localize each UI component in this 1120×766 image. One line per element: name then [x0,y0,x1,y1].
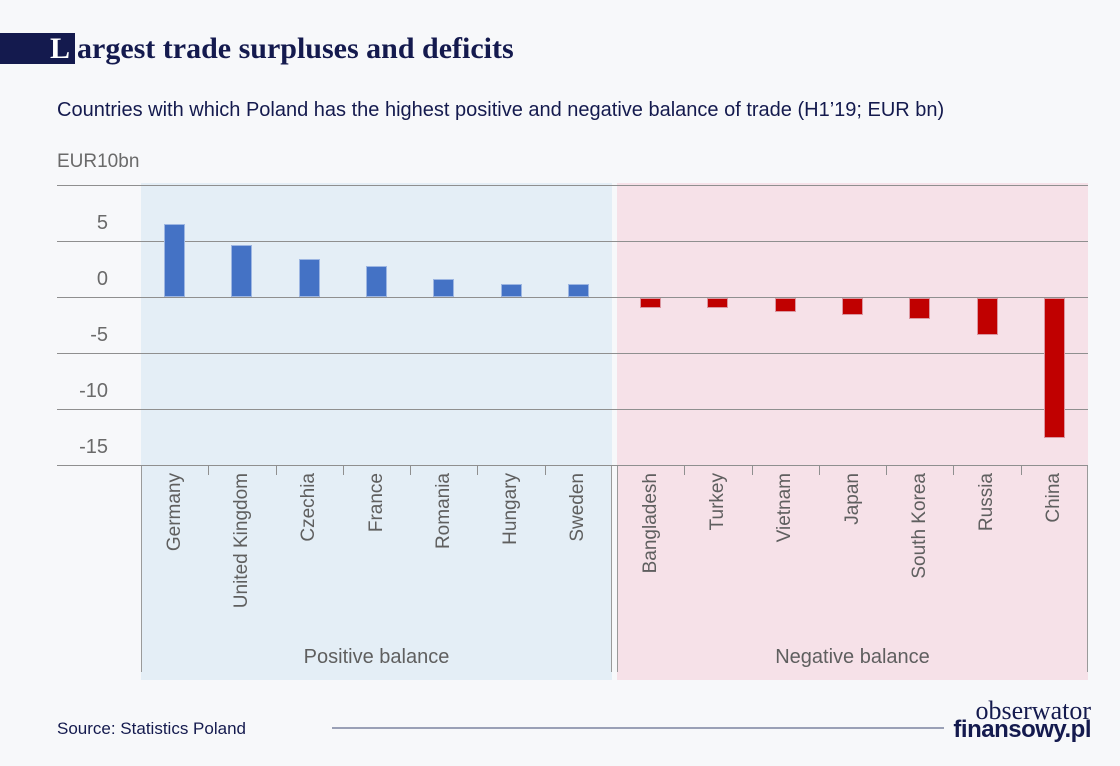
bar-china [1043,298,1065,438]
y-tick-label--10: -10 [79,380,108,402]
x-axis-tick [1020,466,1022,475]
x-label-bangladesh: Bangladesh [639,473,661,574]
x-axis-tick [410,466,412,475]
footer-divider [332,727,944,729]
x-label-hungary: Hungary [500,473,522,545]
x-label-sweden: Sweden [567,473,589,542]
y-tick-label-0: 0 [96,268,108,290]
x-axis-tick [477,466,479,475]
x-label-russia: Russia [976,473,998,532]
x-axis-tick [684,466,686,475]
title-text: argest trade surpluses and deficits [77,32,514,65]
x-label-germany: Germany [163,473,185,552]
x-label-vietnam: Vietnam [774,473,796,543]
bar-japan [842,298,863,316]
title-accent-block: L [0,31,75,65]
x-label-japan: Japan [841,473,863,525]
bar-south-korea [909,298,931,320]
label-area-edge [617,466,618,672]
bar-united-kingdom [231,245,253,297]
bar-germany [164,224,186,297]
logo-line-1: obserwator [975,696,1091,725]
bar-czechia [298,258,320,297]
bar-romania [433,279,455,297]
gridline--5 [57,353,1088,354]
y-tick-label--5: -5 [90,324,108,346]
x-axis-tick [751,466,753,475]
y-axis-unit-label: EUR10bn [57,151,140,172]
gridline--10 [57,409,1088,410]
bar-turkey [707,298,729,309]
page-title: L argest trade surpluses and deficits [0,31,514,65]
x-axis-tick [275,466,277,475]
x-axis-tick [953,466,955,475]
y-tick-label-5: 5 [96,212,108,234]
obserwator-finansowy-logo: obserwator finansowy.pl [953,696,1091,743]
gridline-0 [57,297,1088,298]
x-axis-tick [818,466,820,475]
x-label-france: France [365,473,387,533]
negative-balance-label: Negative balance [775,646,930,668]
bar-sweden [567,283,589,297]
negative-panel [617,183,1088,680]
x-axis-tick [208,466,210,475]
y-tick-label--15: -15 [79,436,108,458]
positive-balance-label: Positive balance [303,646,450,668]
x-axis-tick [342,466,344,475]
gridline--15 [57,465,1088,466]
x-label-czechia: Czechia [298,473,320,542]
label-area-edge [141,466,142,672]
x-label-china: China [1043,473,1065,523]
bar-vietnam [774,298,796,312]
gridline-10 [57,185,1088,186]
bar-hungary [500,283,522,297]
logo-line-2: finansowy.pl [953,716,1091,743]
gridline-5 [57,241,1088,242]
x-axis-tick [544,466,546,475]
x-label-turkey: Turkey [706,473,728,531]
x-axis-tick [886,466,888,475]
label-area-edge [611,466,612,672]
title-first-letter: L [49,31,70,65]
x-label-united-kingdom: United Kingdom [230,473,252,609]
x-label-south-korea: South Korea [908,473,930,579]
bar-bangladesh [640,298,662,308]
x-label-romania: Romania [432,473,454,550]
bar-france [366,265,387,297]
label-area-edge [1087,466,1088,672]
positive-panel [141,183,612,680]
source-note: Source: Statistics Poland [57,719,246,738]
bar-russia [976,298,998,335]
chart-subtitle: Countries with which Poland has the high… [57,99,945,121]
